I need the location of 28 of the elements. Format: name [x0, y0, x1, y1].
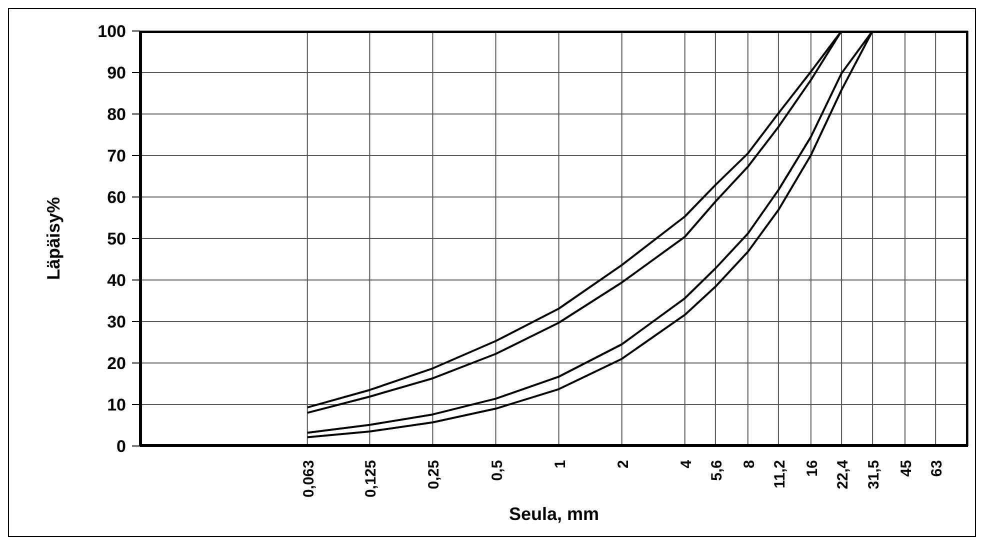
y-tick-label: 40: [107, 271, 126, 290]
x-tick-label: 0,125: [362, 460, 380, 498]
y-tick-label: 70: [107, 146, 126, 166]
x-tick-label: 63: [928, 460, 946, 477]
x-tick-label: 1: [552, 460, 569, 468]
y-tick-label: 30: [107, 312, 126, 332]
y-axis-title: Läpäisy%: [43, 196, 64, 280]
y-tick-label: 10: [107, 396, 126, 414]
x-axis-title: Seula, mm: [508, 504, 600, 524]
y-tick-label: 100: [98, 22, 126, 41]
x-tick-label: 5,6: [708, 460, 726, 481]
y-tick-label: 0: [116, 437, 126, 456]
y-tick-label: 80: [107, 105, 126, 124]
x-tick-label: 16: [804, 460, 821, 477]
y-tick-label: 20: [107, 354, 126, 373]
x-tick-label: 0,5: [488, 460, 506, 481]
y-tick-label: 60: [107, 188, 126, 207]
y-tick-label: 90: [107, 64, 126, 82]
x-tick-label: 31,5: [866, 460, 883, 490]
x-tick-label: 45: [898, 460, 915, 477]
x-tick-label: 8: [740, 460, 758, 468]
x-tick-label: 0,25: [426, 460, 443, 490]
x-tick-label: 0,063: [300, 460, 318, 498]
x-tick-label: 11,2: [771, 460, 788, 488]
y-tick-label: 50: [107, 230, 126, 248]
x-tick-label: 22,4: [834, 459, 852, 490]
x-tick-label: 4: [678, 459, 695, 468]
x-tick-label: 2: [614, 460, 632, 468]
